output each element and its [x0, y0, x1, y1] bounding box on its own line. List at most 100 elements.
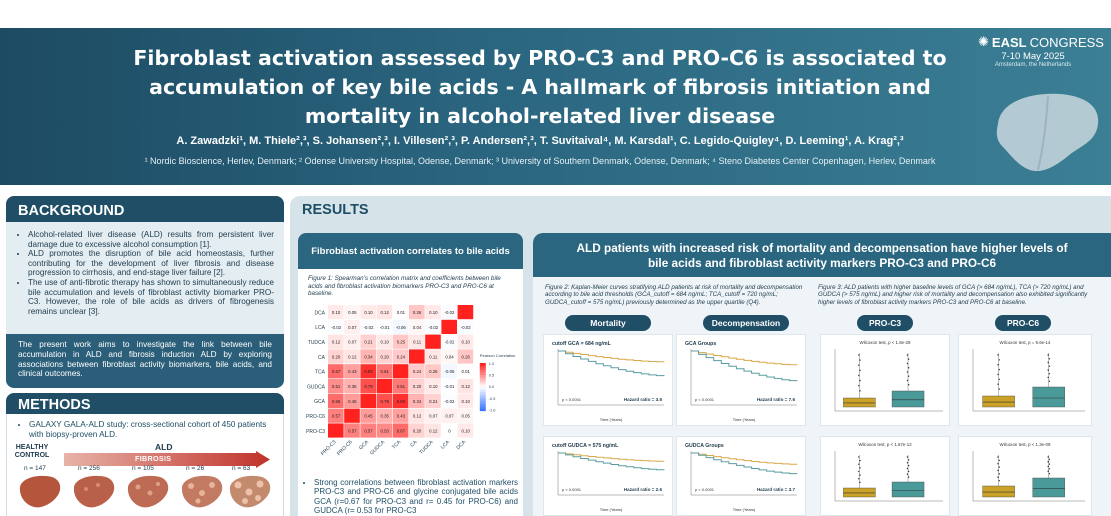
km-title: cutoff GCA = 684 ng/mL: [552, 341, 612, 347]
heatmap-value: -0.02: [445, 340, 455, 345]
liver-f1-icon: [73, 475, 115, 508]
box-low-outlier: [998, 459, 1000, 462]
heatmap-col-label: TCA: [391, 439, 403, 451]
heatmap-cell: [409, 408, 425, 423]
box-low-outlier: [997, 456, 999, 458]
heatmap-cell: [328, 319, 344, 334]
heatmap-value: 0.34: [364, 354, 373, 359]
heatmap-legend-swatch: [479, 396, 486, 400]
heatmap-legend-swatch: [479, 379, 486, 383]
box-high-outlier: [1048, 380, 1051, 382]
heatmap-legend-swatch: [479, 408, 486, 412]
box-high-outlier: [907, 459, 910, 461]
heatmap-legend-tick: -1.0: [489, 408, 496, 412]
heatmap-value: 0.07: [348, 325, 357, 330]
box-chart: Wilcoxon test, p < 1.6e-28: [834, 340, 943, 412]
box-high-outlier: [907, 375, 910, 377]
km-title: GUDCA Groups: [685, 443, 724, 449]
easl-star-icon: ✺: [978, 34, 989, 49]
figure3-caption: Figure 3: ALD patients with higher basel…: [818, 284, 1088, 306]
background-heading: BACKGROUND: [6, 196, 284, 226]
heatmap-row-label: PRO-C6: [306, 414, 325, 420]
box-high-outlier: [1048, 365, 1051, 367]
congress-place: Amsterdam, the Netherlands: [994, 62, 1072, 68]
box-high-body: [891, 481, 925, 498]
heatmap-cell: [392, 379, 409, 394]
box-low-outlier: [997, 373, 999, 376]
heatmap-cell: [425, 319, 441, 334]
heatmap-cell: [441, 364, 457, 379]
km-plot-mortality-gca: cutoff GCA = 684 ng/mL p < 0.0001 Hazard r…: [543, 334, 673, 426]
results-heading: RESULTS: [302, 202, 369, 218]
title-line-2: accumulation of key bile acids - A hallm…: [149, 75, 931, 99]
box-low-outlier: [859, 379, 861, 382]
heatmap-value: 0.25: [397, 340, 406, 345]
heatmap-value: -0.02: [445, 310, 455, 315]
heatmap-cell: [376, 305, 393, 320]
heatmap-value: 0.67: [397, 428, 406, 433]
km-p-value: p < 0.0001: [562, 397, 582, 402]
heatmap-legend-swatch: [479, 365, 486, 368]
heatmap-cell: [376, 364, 393, 379]
background-bullet: Alcohol-related liver disease (ALD) resu…: [28, 230, 274, 249]
heatmap-cell: [392, 423, 409, 438]
km-plot-decompensation-gca: GCA Groups p < 0.0001 Hazard ratio = 7.6 Ti…: [676, 334, 806, 426]
heatmap-cell: [392, 305, 409, 320]
km-p-value: p < 0.0001: [562, 487, 582, 492]
box-high-outlier: [1047, 470, 1049, 472]
congress-date: 7-10 May 2025: [1001, 51, 1065, 62]
heatmap-col-label: PRO-C6: [336, 439, 354, 457]
box-high-outlier: [906, 462, 909, 464]
box-low-outlier: [859, 459, 861, 462]
heatmap-cell: [392, 334, 409, 349]
heatmap-cell: [392, 393, 409, 408]
liver-f2-icon: [127, 475, 169, 508]
heatmap-legend-swatch: [479, 406, 486, 409]
box-low-outlier: [859, 359, 861, 361]
heatmap-legend-swatch: [479, 367, 486, 371]
box-high-outlier: [1048, 472, 1051, 475]
box-high-outlier: [907, 367, 910, 369]
heatmap-cell: [425, 349, 441, 364]
methods-bullet: GALAXY GALA-ALD study: cross-sectional c…: [29, 420, 273, 439]
liver-cirrhosis-icon: [229, 475, 271, 508]
heatmap-cell: [425, 334, 441, 349]
heatmap-value: 0.05: [348, 310, 357, 315]
box-low-outlier: [997, 364, 999, 366]
heatmap-cell: [441, 305, 457, 320]
box-high-outlier: [1047, 369, 1049, 371]
heatmap-value: 0.07: [445, 414, 454, 419]
boxplot-pro-c3-gca: Wilcoxon test, p < 1.6e-28: [820, 334, 950, 426]
heatmap-value: 0.26: [413, 310, 422, 315]
heatmap-cell: [457, 364, 474, 379]
methods-heading: METHODS: [6, 393, 284, 415]
heatmap-value: 0.24: [413, 369, 422, 374]
heatmap-value: 0.35: [348, 384, 357, 389]
km-curve-high: [558, 452, 665, 471]
box-low-outlier: [858, 456, 860, 458]
heatmap-legend-swatch: [479, 391, 486, 395]
heatmap-row-label: PRO-C3: [306, 429, 325, 435]
heatmap-cell: [425, 408, 441, 423]
group-count: n = 147: [24, 465, 46, 472]
box-high-outlier: [1047, 354, 1049, 356]
heatmap-cell: [328, 379, 344, 394]
liver-healthy-icon: [19, 475, 61, 508]
heatmap-cell: [344, 334, 360, 349]
heatmap-cell: [360, 349, 376, 364]
group-count: n = 26: [186, 465, 205, 472]
congress-brand: EASL: [991, 34, 1027, 50]
km-x-label: Time (Years): [600, 417, 623, 422]
box-low-outlier: [998, 359, 1000, 361]
heatmap-cell: [360, 334, 376, 349]
km-curve-high: [691, 350, 798, 382]
heatmap-value: 0.20: [332, 354, 341, 359]
heatmap-row-label: GUDCA: [307, 384, 326, 390]
heatmap-value: 0.57: [364, 428, 373, 433]
background-bullet: The use of anti-fibrotic therapy has sho…: [28, 278, 274, 316]
heatmap-col-label: CA: [409, 439, 419, 449]
heatmap-cell: [441, 408, 457, 423]
heatmap-cell: [457, 319, 474, 334]
heatmap-col-label: LCA: [440, 439, 452, 451]
heatmap-value: 0.12: [429, 428, 438, 433]
